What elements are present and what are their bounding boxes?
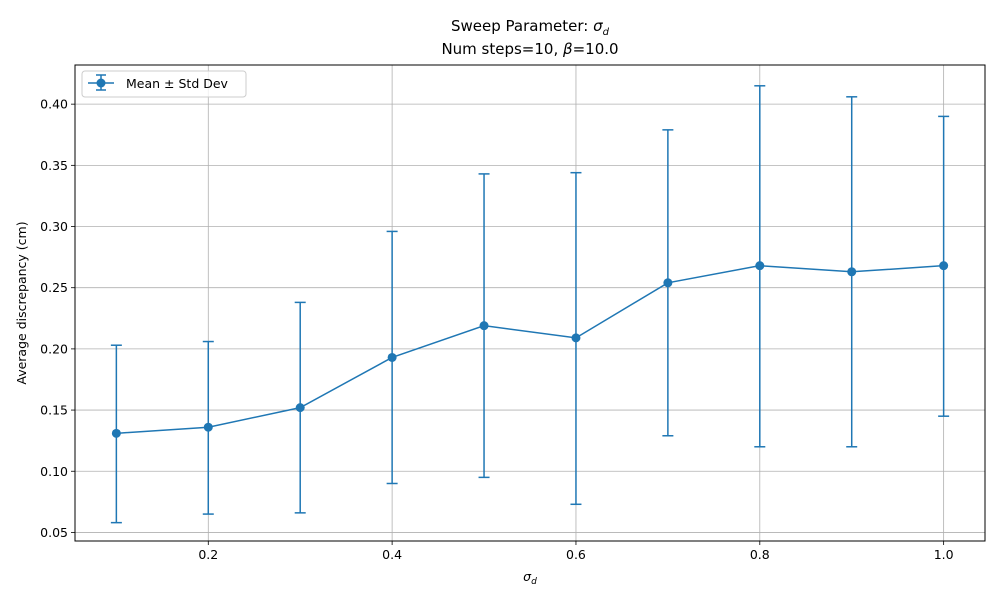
error-bars xyxy=(110,85,950,524)
x-tick-label: 1.0 xyxy=(934,547,954,562)
data-point xyxy=(295,403,305,413)
legend-entry-mean-std: Mean ± Std Dev xyxy=(126,76,229,91)
y-tick-label: 0.30 xyxy=(40,219,68,234)
y-tick-label: 0.20 xyxy=(40,341,68,356)
chart-subtitle: Num steps=10, β=10.0 xyxy=(441,40,618,58)
y-axis-ticks: 0.05 0.10 0.15 0.20 0.25 0.30 0.35 0.40 xyxy=(40,97,75,540)
y-tick-label: 0.05 xyxy=(40,525,68,540)
x-tick-label: 0.8 xyxy=(750,547,770,562)
x-tick-label: 0.4 xyxy=(382,547,402,562)
data-point xyxy=(479,321,489,331)
y-axis-label: Average discrepancy (cm) xyxy=(14,221,29,384)
data-point xyxy=(111,428,121,438)
data-points xyxy=(111,261,949,438)
mean-line xyxy=(116,264,944,435)
y-tick-label: 0.10 xyxy=(40,464,68,479)
x-tick-label: 0.6 xyxy=(566,547,586,562)
data-point xyxy=(203,422,213,432)
legend-marker-icon xyxy=(96,78,106,88)
data-point xyxy=(755,261,765,271)
y-tick-label: 0.35 xyxy=(40,158,68,173)
legend: Mean ± Std Dev xyxy=(81,70,247,98)
x-axis-label: σd xyxy=(523,569,537,587)
plot-frame xyxy=(74,64,986,542)
series-line xyxy=(116,264,944,435)
legend-box xyxy=(81,70,247,98)
x-tick-label: 0.2 xyxy=(198,547,218,562)
data-point xyxy=(663,278,673,288)
y-tick-label: 0.15 xyxy=(40,403,68,418)
chart-title: Sweep Parameter: σd xyxy=(451,17,610,38)
y-tick-label: 0.40 xyxy=(40,97,68,112)
x-axis-ticks: 0.2 0.4 0.6 0.8 1.0 xyxy=(198,541,954,562)
data-point xyxy=(571,333,581,343)
grid xyxy=(75,65,985,541)
data-point xyxy=(939,261,949,271)
data-point xyxy=(847,267,857,277)
data-point xyxy=(387,352,397,362)
y-tick-label: 0.25 xyxy=(40,280,68,295)
